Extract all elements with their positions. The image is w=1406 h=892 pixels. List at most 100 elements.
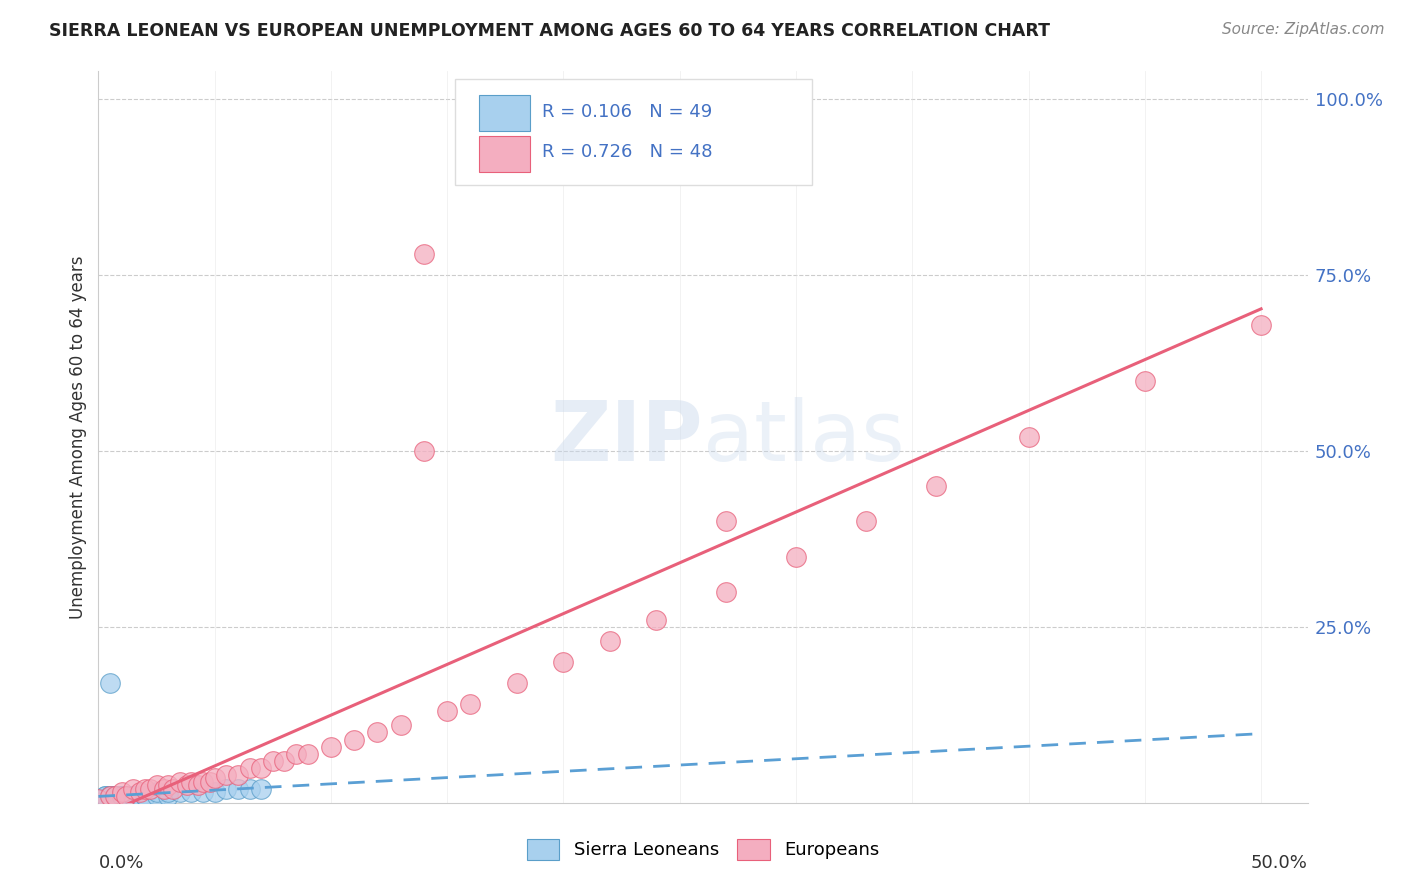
- Point: [1389, 113, 1406, 128]
- Point: [87, 796, 110, 810]
- FancyBboxPatch shape: [479, 95, 530, 131]
- Point: [98, 789, 121, 803]
- Point: [87, 796, 110, 810]
- Point: [87, 792, 110, 806]
- Point: [553, 655, 575, 669]
- Point: [157, 789, 180, 803]
- Point: [169, 785, 191, 799]
- Text: 50.0%: 50.0%: [1251, 854, 1308, 872]
- Point: [1018, 430, 1040, 444]
- Point: [413, 444, 436, 458]
- Point: [87, 792, 110, 806]
- Point: [169, 774, 191, 789]
- Point: [87, 796, 110, 810]
- Point: [111, 785, 134, 799]
- Point: [716, 515, 738, 529]
- Point: [145, 778, 167, 792]
- Point: [87, 796, 110, 810]
- Point: [104, 789, 127, 803]
- Point: [87, 796, 110, 810]
- Point: [87, 796, 110, 810]
- Point: [250, 761, 273, 775]
- Point: [297, 747, 319, 761]
- Point: [152, 781, 174, 796]
- Point: [115, 789, 138, 803]
- Point: [87, 792, 110, 806]
- Point: [104, 789, 127, 803]
- Point: [215, 781, 238, 796]
- Point: [226, 767, 249, 781]
- Point: [87, 792, 110, 806]
- Point: [599, 634, 621, 648]
- Point: [87, 796, 110, 810]
- Point: [389, 718, 412, 732]
- Point: [98, 789, 121, 803]
- Point: [87, 792, 110, 806]
- Point: [366, 725, 388, 739]
- Point: [87, 792, 110, 806]
- Point: [1250, 318, 1272, 332]
- Point: [250, 781, 273, 796]
- Point: [87, 792, 110, 806]
- Point: [129, 789, 152, 803]
- Point: [204, 771, 226, 785]
- Point: [94, 789, 117, 803]
- Point: [87, 796, 110, 810]
- Point: [134, 789, 156, 803]
- Point: [198, 774, 221, 789]
- Point: [98, 676, 121, 690]
- Point: [157, 778, 180, 792]
- Point: [98, 789, 121, 803]
- Point: [122, 789, 145, 803]
- Point: [122, 789, 145, 803]
- FancyBboxPatch shape: [456, 78, 811, 185]
- Point: [176, 778, 198, 792]
- Y-axis label: Unemployment Among Ages 60 to 64 years: Unemployment Among Ages 60 to 64 years: [69, 255, 87, 619]
- Point: [645, 613, 668, 627]
- Text: Source: ZipAtlas.com: Source: ZipAtlas.com: [1222, 22, 1385, 37]
- Point: [129, 785, 152, 799]
- Point: [785, 549, 807, 564]
- Point: [924, 479, 946, 493]
- Point: [87, 792, 110, 806]
- Point: [87, 792, 110, 806]
- Point: [180, 774, 202, 789]
- Point: [111, 789, 134, 803]
- Point: [104, 789, 127, 803]
- Point: [436, 705, 458, 719]
- Point: [98, 789, 121, 803]
- Point: [94, 789, 117, 803]
- Text: R = 0.106   N = 49: R = 0.106 N = 49: [543, 103, 713, 120]
- Point: [460, 698, 482, 712]
- Point: [191, 785, 214, 799]
- Point: [134, 781, 156, 796]
- Point: [239, 761, 262, 775]
- Point: [87, 792, 110, 806]
- Point: [180, 785, 202, 799]
- Point: [145, 789, 167, 803]
- Point: [191, 774, 214, 789]
- FancyBboxPatch shape: [479, 136, 530, 171]
- Legend: Sierra Leoneans, Europeans: Sierra Leoneans, Europeans: [520, 831, 886, 867]
- Point: [138, 781, 160, 796]
- Text: SIERRA LEONEAN VS EUROPEAN UNEMPLOYMENT AMONG AGES 60 TO 64 YEARS CORRELATION CH: SIERRA LEONEAN VS EUROPEAN UNEMPLOYMENT …: [49, 22, 1050, 40]
- Point: [319, 739, 342, 754]
- Point: [285, 747, 308, 761]
- Point: [87, 796, 110, 810]
- Point: [157, 785, 180, 799]
- Point: [273, 754, 295, 768]
- Point: [122, 781, 145, 796]
- Point: [855, 515, 877, 529]
- Point: [343, 732, 366, 747]
- Point: [1133, 374, 1156, 388]
- Point: [239, 781, 262, 796]
- Point: [145, 785, 167, 799]
- Point: [87, 796, 110, 810]
- Text: atlas: atlas: [703, 397, 904, 477]
- Text: 0.0%: 0.0%: [98, 854, 143, 872]
- Point: [215, 767, 238, 781]
- Point: [226, 781, 249, 796]
- Point: [111, 789, 134, 803]
- Point: [506, 676, 529, 690]
- Point: [87, 792, 110, 806]
